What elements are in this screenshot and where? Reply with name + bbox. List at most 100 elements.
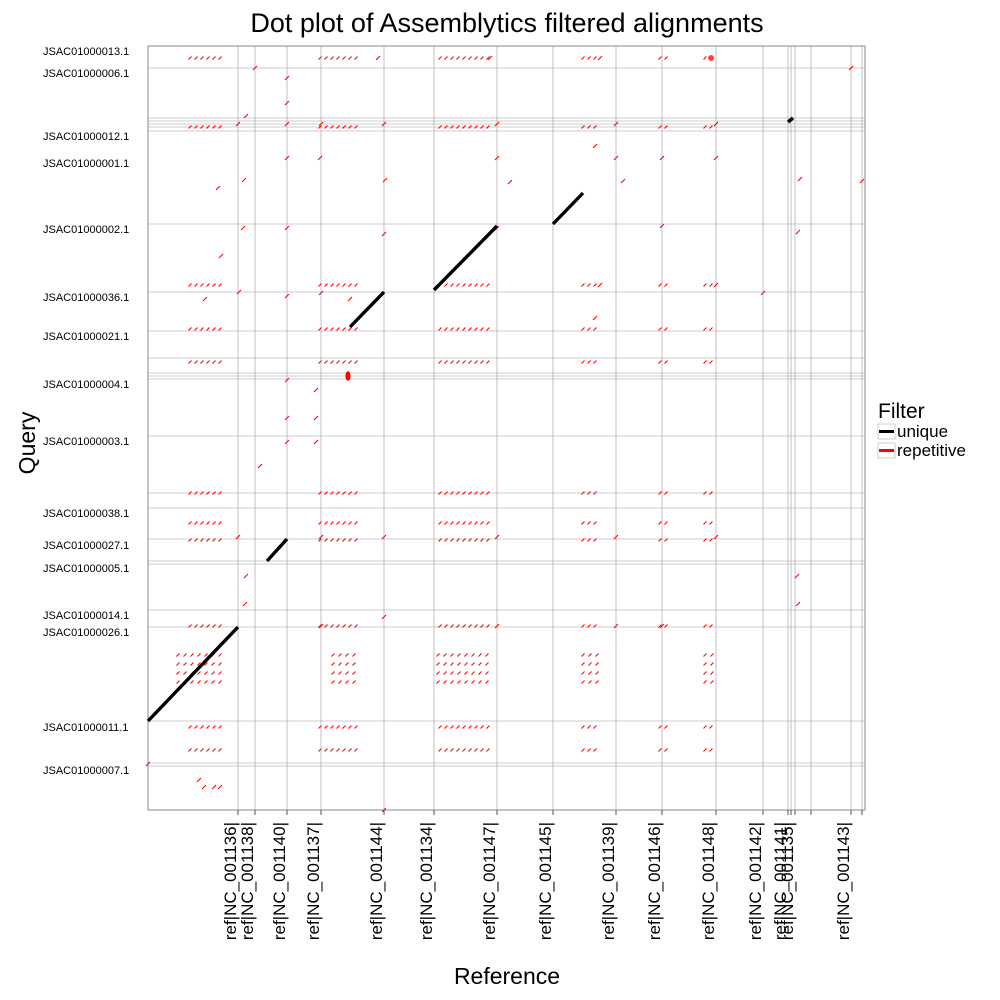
repetitive-alignment (474, 125, 478, 129)
repetitive-alignment (709, 521, 713, 525)
repetitive-alignment (587, 327, 591, 331)
repetitive-alignment (462, 327, 466, 331)
repetitive-alignment (486, 491, 490, 495)
repetitive-alignment (354, 624, 358, 628)
repetitive-alignment (336, 283, 340, 287)
repetitive-alignment (348, 56, 352, 60)
repetitive-alignment (336, 748, 340, 752)
repetitive-alignment (324, 56, 328, 60)
repetitive-alignment (462, 521, 466, 525)
repetitive-alignment (710, 653, 714, 657)
repetitive-alignment (336, 125, 340, 129)
repetitive-alignment (486, 360, 490, 364)
repetitive-alignment (450, 521, 454, 525)
x-tick-label: ref|NC_001148| (699, 822, 718, 940)
repetitive-alignment (457, 662, 461, 666)
repetitive-alignment (486, 56, 490, 60)
repetitive-alignment (438, 327, 442, 331)
repetitive-alignment (456, 538, 460, 542)
repetitive-alignment (703, 653, 707, 657)
repetitive-alignment (659, 155, 665, 161)
repetitive-alignment (443, 662, 447, 666)
y-tick-label: JSAC01000013.1 (43, 46, 129, 58)
repetitive-alignment (486, 283, 490, 287)
repetitive-alignment (330, 360, 334, 364)
repetitive-alignment (242, 601, 248, 607)
repetitive-alignment (176, 671, 180, 675)
repetitive-alignment (211, 662, 215, 666)
repetitive-alignment (188, 748, 192, 752)
repetitive-alignment (206, 538, 210, 542)
repetitive-alignment (212, 748, 216, 752)
repetitive-alignment (331, 671, 335, 675)
repetitive-alignment (587, 748, 591, 752)
repetitive-alignment (194, 125, 198, 129)
repetitive-alignment (324, 748, 328, 752)
repetitive-alignment (330, 283, 334, 287)
repetitive-alignment (709, 283, 713, 287)
repetitive-alignment (593, 125, 597, 129)
repetitive-alignment (450, 748, 454, 752)
repetitive-alignment (486, 725, 490, 729)
repetitive-alignment (200, 125, 204, 129)
repetitive-alignment (703, 521, 707, 525)
repetitive-alignment (318, 624, 322, 628)
repetitive-alignment (703, 125, 707, 129)
repetitive-alignment (468, 56, 472, 60)
repetitive-alignment (658, 725, 662, 729)
repetitive-alignment (486, 125, 490, 129)
repetitive-alignment (375, 55, 381, 61)
repetitive-alignment (485, 653, 489, 657)
horizontal-gridlines (148, 67, 865, 767)
repetitive-alignment (468, 283, 472, 287)
repetitive-alignment (478, 662, 482, 666)
repetitive-alignment (593, 624, 597, 628)
repetitive-alignment (444, 125, 448, 129)
repetitive-alignment (330, 521, 334, 525)
repetitive-alignment (480, 521, 484, 525)
repetitive-alignment (471, 680, 475, 684)
repetitive-alignment (581, 327, 585, 331)
repetitive-alignment (284, 155, 290, 161)
repetitive-alignment (318, 121, 324, 127)
repetitive-alignment (436, 671, 440, 675)
repetitive-alignment (462, 538, 466, 542)
repetitive-alignment (593, 56, 597, 60)
repetitive-alignment (658, 624, 662, 628)
repetitive-alignment (194, 56, 198, 60)
repetitive-alignment (336, 725, 340, 729)
repetitive-alignment (658, 491, 662, 495)
repetitive-alignment (581, 360, 585, 364)
repetitive-alignment (348, 491, 352, 495)
repetitive-alignment (197, 671, 201, 675)
repetitive-alignment (336, 624, 340, 628)
x-tick-label: ref|NC_001139| (599, 822, 618, 940)
repetitive-alignment (486, 748, 490, 752)
repetitive-alignment (236, 289, 242, 295)
repetitive-alignment (212, 491, 216, 495)
repetitive-alignment (588, 671, 592, 675)
repetitive-alignment (206, 56, 210, 60)
repetitive-alignment (218, 725, 222, 729)
repetitive-alignment (658, 283, 662, 287)
repetitive-alignment (664, 725, 668, 729)
repetitive-alignment (450, 283, 454, 287)
repetitive-alignment (347, 296, 353, 302)
repetitive-alignment (211, 671, 215, 675)
repetitive-alignment (474, 283, 478, 287)
repetitive-alignment (284, 415, 290, 421)
repetitive-alignment (709, 538, 713, 542)
x-tick-label: ref|NC_001141| (771, 822, 790, 940)
repetitive-alignment (145, 761, 151, 767)
repetitive-alignment (348, 360, 352, 364)
repetitive-alignment (709, 327, 713, 331)
repetitive-alignment (212, 725, 216, 729)
repetitive-alignment (212, 624, 216, 628)
x-tick-label: ref|NC_001136| (221, 822, 240, 940)
repetitive-alignment (478, 653, 482, 657)
repetitive-alignment (859, 178, 865, 184)
repetitive-alignment (218, 538, 222, 542)
repetitive-alignment (342, 725, 346, 729)
repetitive-alignment (494, 534, 500, 540)
unique-alignment (786, 116, 795, 124)
